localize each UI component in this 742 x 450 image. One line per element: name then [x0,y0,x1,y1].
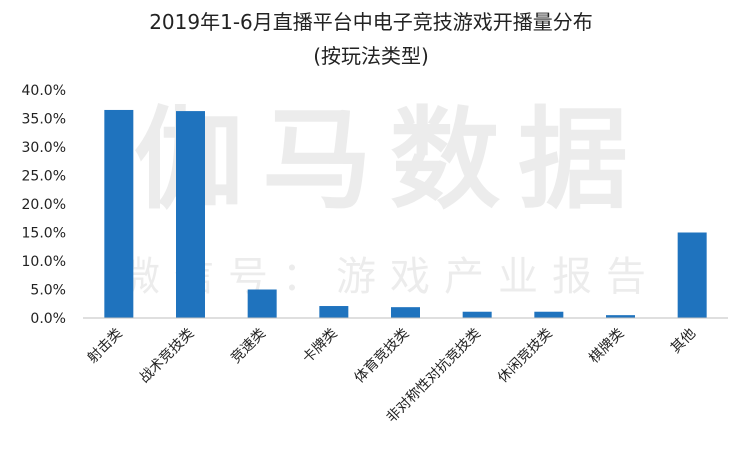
bar [606,315,635,318]
watermark-sub: 微信号：游戏产业报告 [120,254,660,300]
y-tick-label: 35.0% [22,112,66,128]
x-tick-label: 战术竞技类 [136,325,198,387]
x-tick-label: 射击类 [85,326,126,367]
y-tick-label: 40.0% [22,83,66,99]
x-tick-label: 体育竞技类 [351,325,413,387]
x-tick-label: 棋牌类 [586,325,628,367]
x-tick-label: 竞速类 [227,325,269,367]
x-tick-label: 其他 [668,326,699,357]
watermark-main: 伽马数据 [134,96,646,224]
y-tick-label: 20.0% [22,197,66,213]
y-tick-label: 0.0% [30,311,66,327]
bar [534,311,564,318]
y-tick-label: 10.0% [22,254,66,270]
y-tick-label: 25.0% [22,169,66,185]
bar [247,289,277,318]
bar [462,311,492,318]
y-tick-label: 15.0% [22,226,66,242]
chart-title: 2019年1-6月直播平台中电子竞技游戏开播量分布 [149,10,593,34]
y-axis: 40.0% 35.0% 30.0% 25.0% 20.0% 15.0% 10.0% 5.0% 0… [22,83,66,327]
x-tick-label: 休闲竞技类 [494,325,556,387]
chart-subtitle: (按玩法类型) [313,44,429,68]
x-tick-label: 卡牌类 [299,325,341,367]
bar [176,111,205,318]
watermark: 伽马数据 微信号：游戏产业报告 [120,96,660,300]
bar [104,109,134,318]
bar [677,232,707,318]
y-tick-label: 30.0% [22,140,66,156]
y-tick-label: 5.0% [30,283,66,299]
bars [104,109,707,318]
bar [319,306,349,318]
bar [391,307,420,318]
